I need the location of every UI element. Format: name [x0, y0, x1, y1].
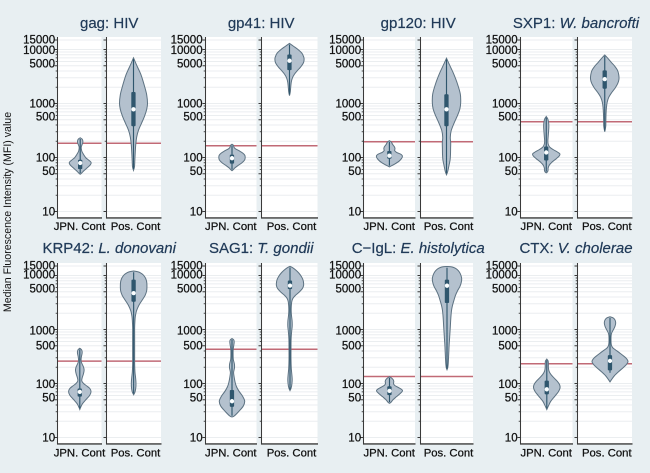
svg-text:10000: 10000 — [329, 269, 361, 281]
svg-text:50: 50 — [42, 166, 55, 178]
svg-text:15000: 15000 — [171, 261, 203, 273]
svg-text:1000: 1000 — [492, 325, 518, 337]
svg-text:5000: 5000 — [336, 58, 362, 70]
svg-text:500: 500 — [342, 340, 361, 352]
svg-text:50: 50 — [190, 392, 203, 404]
svg-text:gp41: HIV: gp41: HIV — [228, 15, 295, 32]
svg-text:100: 100 — [36, 379, 55, 391]
svg-text:JPN. Cont: JPN. Cont — [520, 221, 572, 233]
svg-text:10: 10 — [190, 433, 203, 445]
svg-text:10000: 10000 — [171, 45, 203, 57]
svg-text:100: 100 — [183, 153, 202, 165]
svg-text:500: 500 — [342, 112, 361, 124]
svg-text:10000: 10000 — [486, 269, 518, 281]
svg-text:50: 50 — [505, 392, 518, 404]
svg-text:Pos. Cont: Pos. Cont — [582, 447, 632, 459]
svg-text:JPN. Cont: JPN. Cont — [363, 221, 415, 233]
svg-text:100: 100 — [183, 379, 202, 391]
svg-text:SXP1: W. bancrofti: SXP1: W. bancrofti — [513, 15, 640, 32]
svg-text:Pos. Cont: Pos. Cont — [267, 447, 317, 459]
svg-text:100: 100 — [36, 153, 55, 165]
svg-text:50: 50 — [505, 166, 518, 178]
svg-text:5000: 5000 — [177, 284, 203, 296]
svg-text:Median Fluorescence Intensity: Median Fluorescence Intensity (MFI) valu… — [2, 112, 14, 312]
svg-text:5000: 5000 — [492, 284, 518, 296]
svg-text:100: 100 — [498, 379, 517, 391]
svg-text:100: 100 — [342, 153, 361, 165]
svg-text:500: 500 — [36, 112, 55, 124]
svg-text:Pos. Cont: Pos. Cont — [111, 221, 161, 233]
svg-text:KRP42: L. donovani: KRP42: L. donovani — [42, 240, 176, 257]
svg-text:10: 10 — [42, 207, 55, 219]
svg-text:50: 50 — [348, 166, 361, 178]
svg-text:15000: 15000 — [329, 35, 361, 47]
svg-text:500: 500 — [36, 340, 55, 352]
svg-text:1000: 1000 — [177, 99, 203, 111]
svg-text:100: 100 — [342, 379, 361, 391]
svg-text:SAG1: T. gondii: SAG1: T. gondii — [209, 240, 314, 257]
svg-text:5000: 5000 — [30, 284, 56, 296]
svg-text:15000: 15000 — [486, 261, 518, 273]
svg-text:500: 500 — [498, 112, 517, 124]
svg-text:1000: 1000 — [30, 99, 56, 111]
svg-text:JPN. Cont: JPN. Cont — [54, 221, 106, 233]
svg-text:1000: 1000 — [177, 325, 203, 337]
svg-text:Pos. Cont: Pos. Cont — [111, 447, 161, 459]
svg-text:500: 500 — [183, 112, 202, 124]
svg-text:5000: 5000 — [177, 58, 203, 70]
svg-text:500: 500 — [498, 340, 517, 352]
svg-text:JPN. Cont: JPN. Cont — [520, 447, 572, 459]
svg-text:10000: 10000 — [171, 269, 203, 281]
svg-text:Pos. Cont: Pos. Cont — [582, 221, 632, 233]
svg-text:50: 50 — [190, 166, 203, 178]
svg-text:JPN. Cont: JPN. Cont — [205, 447, 257, 459]
svg-text:100: 100 — [498, 153, 517, 165]
svg-text:10000: 10000 — [486, 45, 518, 57]
svg-text:5000: 5000 — [30, 58, 56, 70]
svg-text:15000: 15000 — [23, 35, 55, 47]
svg-text:50: 50 — [348, 392, 361, 404]
svg-text:Pos. Cont: Pos. Cont — [424, 221, 474, 233]
svg-text:1000: 1000 — [336, 99, 362, 111]
svg-text:JPN. Cont: JPN. Cont — [205, 221, 257, 233]
svg-text:CTX: V. cholerae: CTX: V. cholerae — [519, 240, 632, 257]
svg-text:15000: 15000 — [329, 261, 361, 273]
svg-text:1000: 1000 — [30, 325, 56, 337]
svg-text:JPN. Cont: JPN. Cont — [363, 447, 415, 459]
svg-text:5000: 5000 — [492, 58, 518, 70]
svg-text:50: 50 — [42, 392, 55, 404]
svg-text:10: 10 — [505, 207, 518, 219]
svg-text:10000: 10000 — [329, 45, 361, 57]
svg-text:C−IgL: E. histolytica: C−IgL: E. histolytica — [352, 240, 485, 257]
svg-text:5000: 5000 — [336, 284, 362, 296]
svg-text:Pos. Cont: Pos. Cont — [424, 447, 474, 459]
svg-text:15000: 15000 — [486, 35, 518, 47]
svg-text:10: 10 — [348, 433, 361, 445]
svg-text:10: 10 — [348, 207, 361, 219]
svg-text:1000: 1000 — [492, 99, 518, 111]
svg-text:10: 10 — [42, 433, 55, 445]
svg-text:1000: 1000 — [336, 325, 362, 337]
svg-text:JPN. Cont: JPN. Cont — [54, 447, 106, 459]
svg-text:15000: 15000 — [171, 35, 203, 47]
svg-text:gag: HIV: gag: HIV — [80, 15, 138, 32]
svg-text:gp120: HIV: gp120: HIV — [381, 15, 456, 32]
svg-text:15000: 15000 — [23, 261, 55, 273]
svg-text:10000: 10000 — [23, 269, 55, 281]
svg-text:10: 10 — [505, 433, 518, 445]
svg-text:10000: 10000 — [23, 45, 55, 57]
svg-text:10: 10 — [190, 207, 203, 219]
svg-text:500: 500 — [183, 340, 202, 352]
svg-text:Pos. Cont: Pos. Cont — [267, 221, 317, 233]
